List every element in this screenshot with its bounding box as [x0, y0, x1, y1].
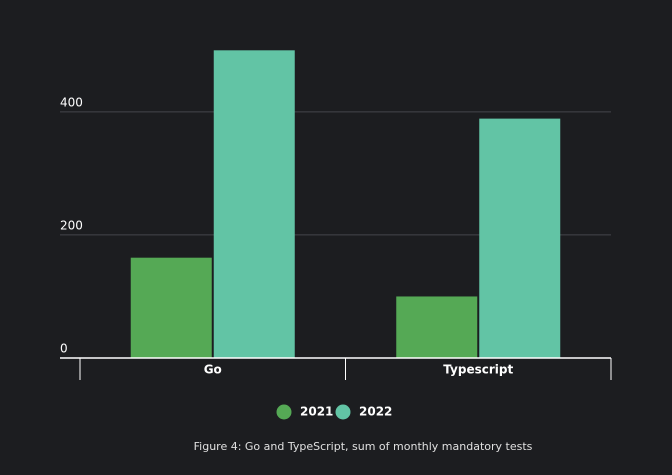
bar: [213, 50, 295, 359]
y-tick-label: 0: [60, 342, 68, 356]
x-tick-label: Go: [204, 363, 222, 377]
legend-label: 2021: [300, 405, 333, 419]
y-tick-label: 200: [60, 218, 83, 232]
legend-swatch: [276, 404, 292, 420]
y-tick-label: 400: [60, 95, 83, 109]
caption: Figure 4: Go and TypeScript, sum of mont…: [194, 440, 533, 453]
x-tick-label: Typescript: [443, 363, 513, 377]
legend-swatch: [335, 404, 351, 420]
bar: [130, 257, 212, 358]
legend-label: 2022: [359, 405, 392, 419]
bar: [396, 296, 478, 358]
bar: [479, 118, 561, 358]
